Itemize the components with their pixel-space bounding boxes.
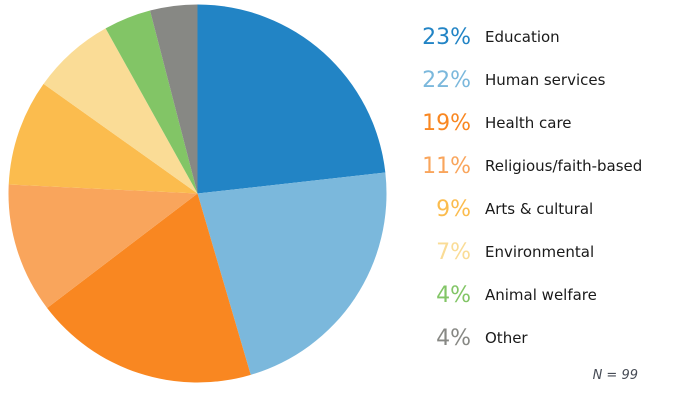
legend-item-education: 23% Education xyxy=(420,16,660,59)
pie-slice-religious-faith-based xyxy=(8,184,198,308)
legend-label-human-services: Human services xyxy=(485,71,606,89)
legend-item-human-services: 22% Human services xyxy=(420,59,660,102)
pie-slice-education xyxy=(197,4,386,194)
legend-item-arts-cultural: 9% Arts & cultural xyxy=(420,188,660,231)
pie-slice-arts-cultural xyxy=(8,83,198,194)
legend-label-environmental: Environmental xyxy=(485,243,595,261)
pie-chart xyxy=(8,4,387,383)
legend-percent-education: 23% xyxy=(422,24,471,50)
pie-slice-animal-welfare xyxy=(105,10,198,194)
pie-slice-human-services xyxy=(197,172,387,375)
legend-percent-other: 4% xyxy=(436,325,471,351)
pie-slice-health-care xyxy=(47,193,251,383)
legend-label-religious-faith-based: Religious/faith-based xyxy=(485,157,643,175)
legend-label-health-care: Health care xyxy=(485,114,572,132)
legend-percent-religious-faith-based: 11% xyxy=(422,153,471,179)
legend-item-religious-faith-based: 11% Religious/faith-based xyxy=(420,145,660,188)
legend-percent-arts-cultural: 9% xyxy=(436,196,471,222)
legend-percent-health-care: 19% xyxy=(422,110,471,136)
legend-item-animal-welfare: 4% Animal welfare xyxy=(420,274,660,317)
legend-percent-animal-welfare: 4% xyxy=(436,282,471,308)
legend-label-arts-cultural: Arts & cultural xyxy=(485,200,594,218)
legend-label-education: Education xyxy=(485,28,560,46)
legend: 23% Education 22% Human services 19% Hea… xyxy=(420,16,660,360)
pie-slice-other xyxy=(150,4,198,194)
legend-percent-human-services: 22% xyxy=(422,67,471,93)
legend-label-other: Other xyxy=(485,329,528,347)
pie-slice-environmental xyxy=(43,28,198,194)
legend-item-health-care: 19% Health care xyxy=(420,102,660,145)
legend-item-environmental: 7% Environmental xyxy=(420,231,660,274)
legend-percent-environmental: 7% xyxy=(436,239,471,265)
sample-size-note: N = 99 xyxy=(592,368,638,383)
legend-label-animal-welfare: Animal welfare xyxy=(485,286,597,304)
legend-item-other: 4% Other xyxy=(420,317,660,360)
